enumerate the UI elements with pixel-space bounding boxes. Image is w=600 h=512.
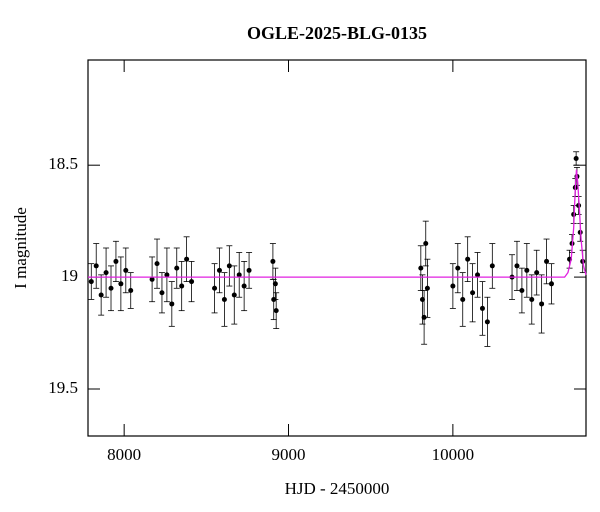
- data-point: [475, 272, 481, 278]
- data-point: [246, 267, 252, 273]
- x-tick-label: 10000: [432, 445, 475, 464]
- data-point: [470, 290, 476, 296]
- data-point: [529, 296, 535, 302]
- data-point: [179, 283, 185, 289]
- y-tick-label: 18.5: [48, 154, 78, 173]
- data-point: [421, 314, 427, 320]
- data-point: [273, 308, 279, 314]
- data-point: [164, 272, 170, 278]
- data-point: [212, 285, 218, 291]
- data-point: [123, 267, 129, 273]
- y-tick-label: 19: [61, 266, 78, 285]
- data-point: [236, 272, 242, 278]
- x-axis-label: HJD - 2450000: [285, 479, 390, 498]
- data-point: [93, 263, 99, 269]
- data-point: [169, 301, 175, 307]
- data-point: [484, 319, 490, 325]
- data-point: [108, 285, 114, 291]
- data-point: [184, 256, 190, 262]
- data-point: [272, 281, 278, 287]
- data-point: [98, 292, 104, 298]
- data-point: [489, 263, 495, 269]
- data-point: [465, 256, 471, 262]
- data-point: [544, 258, 550, 264]
- plot-frame: [87, 59, 587, 437]
- data-point: [231, 292, 237, 298]
- data-point: [479, 305, 485, 311]
- data-point: [118, 281, 124, 287]
- data-point: [455, 265, 461, 271]
- data-point: [450, 283, 456, 289]
- data-point: [519, 288, 525, 294]
- data-point: [174, 265, 180, 271]
- data-point: [113, 258, 119, 264]
- data-point: [534, 270, 540, 276]
- data-point: [103, 270, 109, 276]
- data-point: [189, 279, 195, 285]
- data-point: [423, 241, 429, 247]
- x-tick-label: 9000: [272, 445, 306, 464]
- data-point: [539, 301, 545, 307]
- data-point: [88, 279, 94, 285]
- data-point: [548, 281, 554, 287]
- data-point: [241, 283, 247, 289]
- data-point: [154, 261, 160, 267]
- y-axis-label: I magnitude: [11, 207, 30, 289]
- data-point: [149, 276, 155, 282]
- data-point: [226, 263, 232, 269]
- data-point: [159, 290, 165, 296]
- data-point: [221, 296, 227, 302]
- chart-title: OGLE-2025-BLG-0135: [247, 23, 427, 43]
- model-curve: [88, 169, 587, 278]
- data-point: [460, 296, 466, 302]
- data-point: [270, 258, 276, 264]
- data-point: [418, 265, 424, 271]
- data-point: [573, 155, 579, 161]
- x-tick-label: 8000: [107, 445, 141, 464]
- data-point: [128, 288, 134, 294]
- data-point: [424, 285, 430, 291]
- y-tick-label: 19.5: [48, 378, 78, 397]
- data-point: [514, 263, 520, 269]
- data-point: [524, 267, 530, 273]
- data-point: [216, 267, 222, 273]
